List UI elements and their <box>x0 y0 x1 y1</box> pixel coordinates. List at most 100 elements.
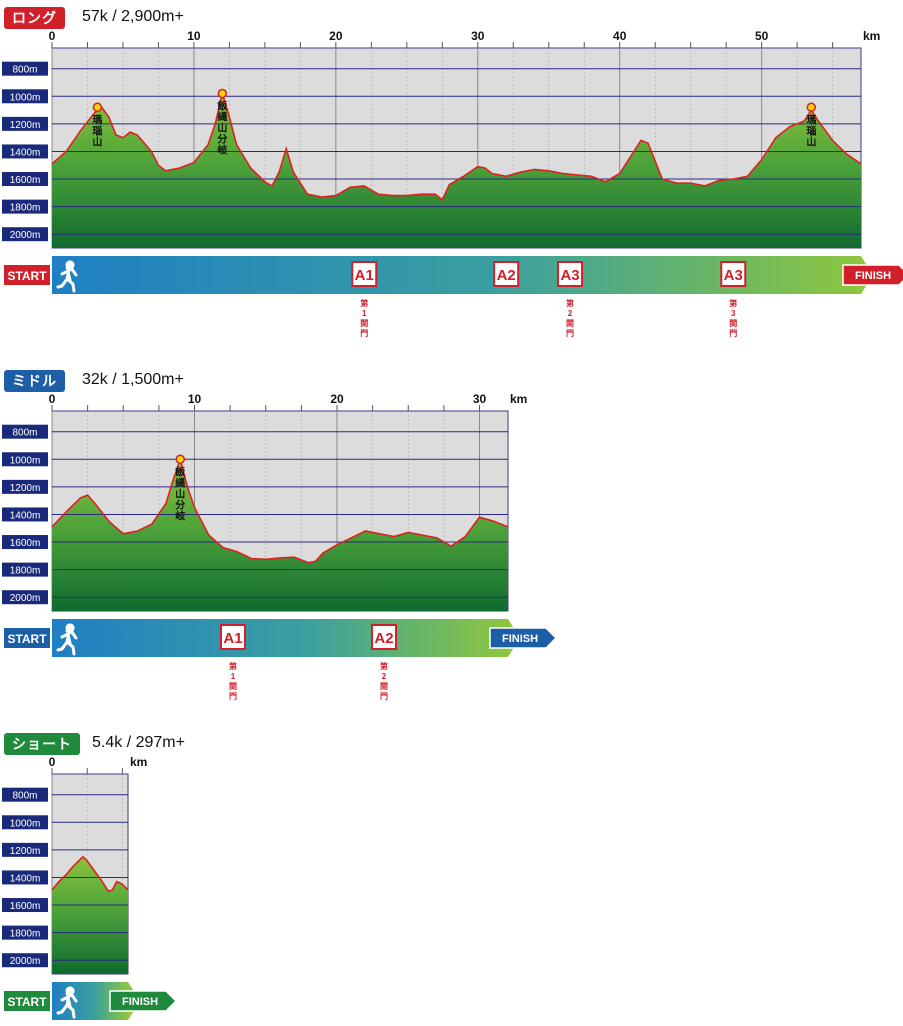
long-y-tick-label: 800m <box>12 65 37 76</box>
short-y-tick-label: 2000m <box>10 956 41 967</box>
middle-x-tick-label: 10 <box>188 393 202 406</box>
middle-start-tag <box>4 628 50 648</box>
middle-start-label: START <box>7 632 47 646</box>
long-checkpoint-note: 門 <box>566 329 574 338</box>
middle-finish-label: FINISH <box>502 633 538 645</box>
middle-x-tick-label: 20 <box>330 393 344 406</box>
middle-x-tick-label: 30 <box>473 393 487 406</box>
long-x-tick-label: 40 <box>613 30 627 43</box>
middle-elevation-line <box>51 456 509 564</box>
middle-y-tick-label: 2000m <box>10 593 41 604</box>
long-aid-station-box <box>493 261 520 287</box>
middle-y-tick-label: 1000m <box>10 455 41 466</box>
long-aid-station-box <box>720 261 747 287</box>
long-y-tick-bg <box>2 116 48 131</box>
middle-checkpoint-note: 第 <box>380 661 388 671</box>
short-elevation-line <box>51 855 129 893</box>
long-peak-label: 瑙 <box>806 124 816 137</box>
long-y-tick-bg <box>2 199 48 214</box>
middle-y-tick-bg <box>2 535 48 550</box>
long-y-tick-label: 1000m <box>10 92 41 103</box>
long-checkpoint-note: 関 <box>566 318 574 328</box>
middle-aid-station-label: A2 <box>374 630 393 647</box>
middle-aid-station-label: A1 <box>223 630 242 647</box>
middle-course-bar <box>52 619 508 657</box>
long-course-badge: ロング <box>4 7 65 29</box>
short-finish-tag <box>109 990 178 1012</box>
long-checkpoint-note: 関 <box>729 318 737 328</box>
short-y-tick-bg <box>2 870 48 885</box>
short-x-tick-label: 0 <box>49 756 56 769</box>
long-aid-station-label: A2 <box>497 267 516 284</box>
long-peak-marker <box>92 102 103 113</box>
long-checkpoint-note: 第 <box>360 298 368 308</box>
long-finish-tag <box>842 264 903 286</box>
short-y-tick-bg <box>2 787 48 802</box>
long-checkpoint-note: 1 <box>362 309 367 318</box>
long-aid-station-box <box>557 261 584 287</box>
long-peak-marker <box>217 88 228 99</box>
middle-y-tick-label: 800m <box>12 428 37 439</box>
middle-peak-label: 縄 <box>175 476 185 489</box>
long-y-tick-bg <box>2 227 48 242</box>
long-x-tick-label: 20 <box>329 30 343 43</box>
long-aid-station-label: A3 <box>724 267 743 284</box>
middle-elevation-area <box>52 459 508 611</box>
long-peak-label: 山 <box>217 122 227 135</box>
middle-peak-label: 山 <box>175 487 185 500</box>
short-y-tick-label: 800m <box>12 791 37 802</box>
middle-peak-label: 分 <box>175 498 185 511</box>
middle-y-tick-bg <box>2 424 48 439</box>
middle-aid-station-box <box>219 624 246 650</box>
short-y-tick-bg <box>2 925 48 940</box>
long-peak-label: 分 <box>217 133 227 146</box>
long-checkpoint-note: 第 <box>729 298 737 308</box>
short-y-tick-bg <box>2 953 48 968</box>
long-x-tick-label: 50 <box>755 30 769 43</box>
long-x-unit-label: km <box>863 30 880 43</box>
short-finish-label: FINISH <box>122 996 158 1008</box>
long-elevation-area <box>52 93 861 248</box>
middle-y-tick-bg <box>2 479 48 494</box>
long-finish-label: FINISH <box>855 270 891 282</box>
long-peak-label: 縄 <box>217 111 227 124</box>
short-elevation-area <box>52 856 128 974</box>
long-aid-station-box <box>351 261 378 287</box>
short-y-tick-label: 1600m <box>10 901 41 912</box>
long-y-tick-bg <box>2 144 48 159</box>
long-checkpoint-note: 第 <box>566 298 574 308</box>
long-peak-label: 飯 <box>216 100 227 113</box>
long-checkpoint-note: 関 <box>360 318 368 328</box>
long-peak-label: 山 <box>806 135 816 148</box>
middle-course-badge: ミドル <box>4 370 65 392</box>
long-y-tick-bg <box>2 172 48 187</box>
middle-y-tick-bg <box>2 590 48 605</box>
middle-aid-station-box <box>371 624 398 650</box>
long-y-tick-label: 1800m <box>10 203 41 214</box>
middle-checkpoint-note: 第 <box>229 661 237 671</box>
runner-icon <box>56 986 78 1019</box>
middle-checkpoint-note: 1 <box>231 672 236 681</box>
middle-y-tick-label: 1200m <box>10 483 41 494</box>
long-peak-label: 瑪 <box>806 114 816 126</box>
short-start-label: START <box>7 995 47 1009</box>
long-aid-station-label: A3 <box>560 267 579 284</box>
middle-y-tick-label: 1600m <box>10 538 41 549</box>
middle-elevation-chart: 2000m 1800m 1600m 1400m 1200m 1000m 800m 0 10 20 3… <box>2 393 558 701</box>
long-peak-label: 瑙 <box>92 124 102 137</box>
middle-peak-label: 飯 <box>174 465 185 478</box>
long-checkpoint-note: 3 <box>731 309 736 318</box>
middle-y-tick-bg <box>2 507 48 522</box>
short-course-badge: ショート <box>4 733 80 755</box>
middle-y-tick-label: 1800m <box>10 566 41 577</box>
middle-peak-marker <box>175 454 185 465</box>
runner-icon <box>56 623 78 656</box>
middle-checkpoint-note: 2 <box>382 672 387 681</box>
long-checkpoint-note: 2 <box>568 309 573 318</box>
long-peak-label: 岐 <box>217 144 227 157</box>
middle-y-tick-label: 1400m <box>10 510 41 521</box>
long-peak-marker <box>806 102 817 113</box>
short-elevation-chart: 2000m 1800m 1600m 1400m 1200m 1000m 800m 0 km STA… <box>2 756 178 1020</box>
long-start-label: START <box>7 269 47 283</box>
short-course-subtitle: 5.4k / 297m+ <box>92 734 185 751</box>
